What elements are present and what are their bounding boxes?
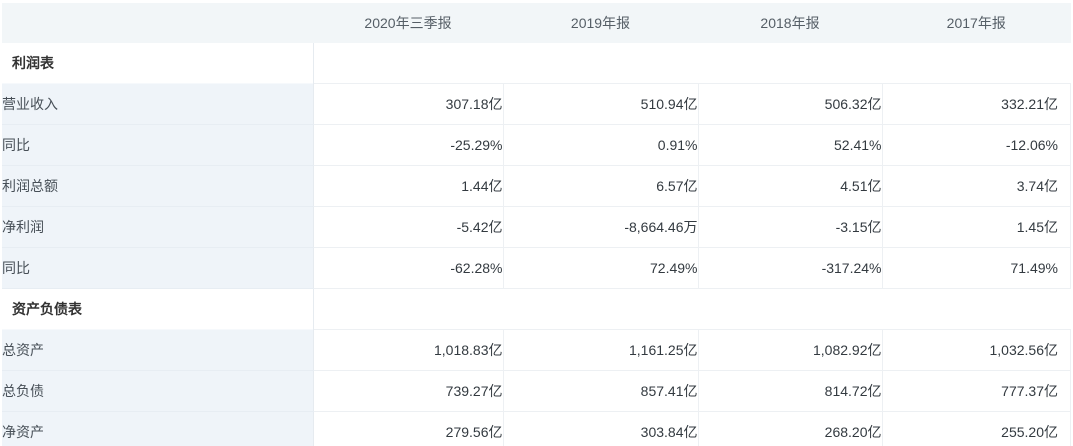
header-empty-cell [2, 3, 313, 43]
cell-value: -12.06% [881, 124, 1071, 166]
cell-empty [882, 43, 1071, 84]
cell-value: 814.72亿 [697, 370, 883, 412]
cell-value: 71.49% [881, 247, 1071, 289]
cell-value: 1,161.25亿 [502, 329, 699, 371]
cell-value: 332.21亿 [881, 83, 1071, 125]
cell-empty [882, 288, 1071, 330]
section-label: 资产负债表 [2, 288, 314, 330]
cell-value: 4.51亿 [697, 165, 883, 207]
cell-value: 3.74亿 [881, 165, 1071, 207]
row-net-assets: 净资产 279.56亿 303.84亿 268.20亿 255.20亿 [2, 411, 1071, 446]
cell-value: 303.84亿 [502, 411, 699, 446]
cell-value: 255.20亿 [881, 411, 1071, 446]
cell-value: -5.42亿 [312, 206, 504, 248]
row-operating-revenue: 营业收入 307.18亿 510.94亿 506.32亿 332.21亿 [2, 83, 1071, 125]
row-label: 总负债 [2, 370, 314, 412]
cell-value: -62.28% [312, 247, 504, 289]
cell-value: 307.18亿 [312, 83, 504, 125]
section-row-balance-sheet: 资产负债表 [2, 288, 1071, 330]
row-total-liabilities: 总负债 739.27亿 857.41亿 814.72亿 777.37亿 [2, 370, 1071, 412]
cell-value: 6.57亿 [502, 165, 699, 207]
cell-value: -8,664.46万 [502, 206, 699, 248]
cell-empty [312, 43, 503, 84]
column-header-2018: 2018年报 [698, 3, 882, 43]
cell-value: 739.27亿 [312, 370, 504, 412]
cell-empty [698, 288, 882, 330]
cell-value: 1.45亿 [881, 206, 1071, 248]
cell-value: 52.41% [697, 124, 883, 166]
cell-value: -25.29% [312, 124, 504, 166]
row-yoy-revenue: 同比 -25.29% 0.91% 52.41% -12.06% [2, 124, 1071, 166]
cell-value: 510.94亿 [502, 83, 699, 125]
row-label: 总资产 [2, 329, 314, 371]
cell-value: 777.37亿 [881, 370, 1071, 412]
column-header-2017: 2017年报 [882, 3, 1071, 43]
section-label: 利润表 [2, 43, 314, 84]
section-row-income-statement: 利润表 [2, 43, 1071, 84]
cell-value: 72.49% [502, 247, 699, 289]
cell-value: 857.41亿 [502, 370, 699, 412]
cell-value: 1,082.92亿 [697, 329, 883, 371]
row-label: 同比 [2, 247, 314, 289]
cell-value: 0.91% [502, 124, 699, 166]
cell-value: 1,032.56亿 [881, 329, 1071, 371]
row-label: 净资产 [2, 411, 314, 446]
row-label: 营业收入 [2, 83, 314, 125]
cell-empty [312, 288, 503, 330]
column-header-2020-q3: 2020年三季报 [313, 3, 503, 43]
row-yoy-net-profit: 同比 -62.28% 72.49% -317.24% 71.49% [2, 247, 1071, 289]
row-label: 利润总额 [2, 165, 314, 207]
cell-empty [503, 288, 698, 330]
cell-value: 268.20亿 [697, 411, 883, 446]
row-total-profit: 利润总额 1.44亿 6.57亿 4.51亿 3.74亿 [2, 165, 1071, 207]
cell-value: 1.44亿 [312, 165, 504, 207]
cell-empty [698, 43, 882, 84]
cell-value: 506.32亿 [697, 83, 883, 125]
cell-value: -3.15亿 [697, 206, 883, 248]
cell-empty [503, 43, 698, 84]
row-label: 净利润 [2, 206, 314, 248]
row-net-profit: 净利润 -5.42亿 -8,664.46万 -3.15亿 1.45亿 [2, 206, 1071, 248]
cell-value: 1,018.83亿 [312, 329, 504, 371]
table-header-row: 2020年三季报 2019年报 2018年报 2017年报 [2, 3, 1071, 43]
row-total-assets: 总资产 1,018.83亿 1,161.25亿 1,082.92亿 1,032.… [2, 329, 1071, 371]
row-label: 同比 [2, 124, 314, 166]
column-header-2019: 2019年报 [503, 3, 698, 43]
financial-report-table: 2020年三季报 2019年报 2018年报 2017年报 利润表 营业收入 3… [2, 3, 1071, 446]
cell-value: 279.56亿 [312, 411, 504, 446]
cell-value: -317.24% [697, 247, 883, 289]
